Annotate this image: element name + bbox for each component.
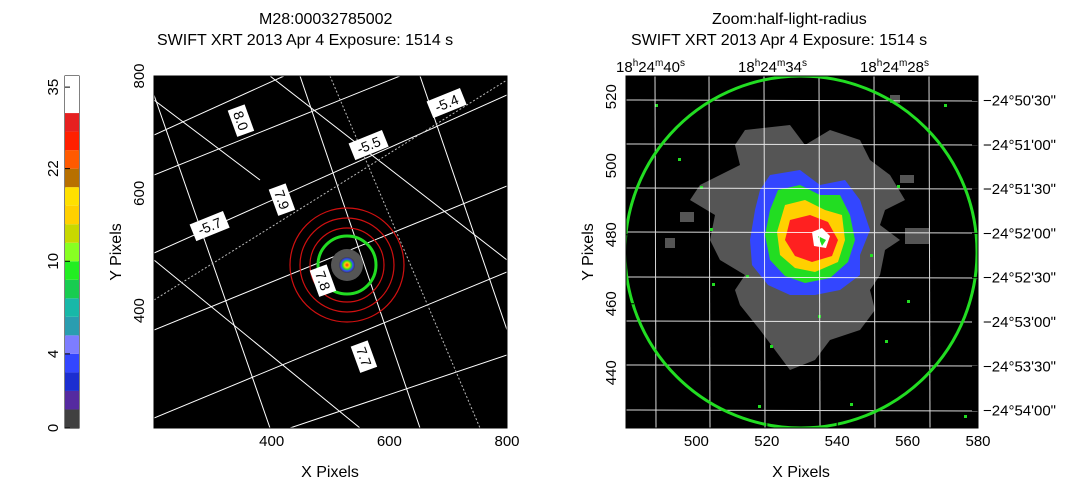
y-tick-label: 520 [603,84,620,109]
ra-seconds: 34 [785,59,802,76]
x-tick-label: 500 [684,433,709,450]
left-green-circle [316,234,378,296]
grid-label: 8.0 [230,109,252,133]
colorbar: 0 4 10 22 35 [45,75,80,432]
colorbar-cell [65,372,79,391]
left-subtitle: SWIFT XRT 2013 Apr 4 Exposure: 1514 s [157,32,454,49]
colorbar-cell [65,316,79,336]
dec-tick-label: −24°52ʹ30ʺ [983,270,1056,287]
left-x-axis-label: X Pixels [301,464,359,481]
x-tick-label: 520 [754,433,779,450]
y-tick-label: 460 [603,291,620,316]
x-tick-label: 400 [259,433,284,450]
grid-label: 7.9 [271,188,293,212]
colorbar-cell [65,298,79,317]
right-stray-pixels [655,104,967,418]
colorbar-cell [65,224,79,243]
dec-tick-label: −24°53ʹ00ʺ [983,314,1056,331]
right-title: Zoom:half-light-radius [712,11,867,28]
svg-text:18h24m34s: 18h24m34s [738,58,807,76]
ra-hours: 18 [860,59,877,76]
right-dec-labels: −24°50ʹ30ʺ −24°51ʹ00ʺ −24°51ʹ30ʺ −24°52ʹ00ʺ… [972,93,1056,420]
right-y-axis-label: Y Pixels [580,223,597,281]
colorbar-cell [65,353,79,373]
colorbar-cell [65,187,79,206]
left-red-circles [289,207,405,323]
colorbar-cell [65,279,79,299]
right-x-axis-label: X Pixels [772,464,830,481]
svg-text:18h24m40s: 18h24m40s [616,58,685,76]
x-tick-label: 600 [377,433,402,450]
right-ra-labels: 18h24m40s 18h24m34s 18h24m28s [616,58,929,76]
left-image-background [154,76,507,428]
ra-minutes: 24 [760,59,777,76]
x-tick-label: 560 [895,433,920,450]
colorbar-cell [65,168,79,188]
right-plot-frame [625,75,979,429]
right-coordinate-grid [626,76,978,428]
left-plot: -5.4 -5.5 -5.7 8.0 7.9 7.8 7.7 400 600 800… [108,63,520,481]
colorbar-cell [65,409,79,428]
y-tick-label: 400 [131,298,148,323]
left-dotted-grid [154,76,507,428]
colorbar-cell [65,242,79,262]
x-tick-label: 800 [494,433,519,450]
colorbar-label: 0 [45,424,62,432]
svg-text:18h24m28s: 18h24m28s [860,58,929,76]
ra-seconds: 40 [663,59,680,76]
colorbar-cell [65,390,79,410]
grid-label: 7.8 [312,269,334,293]
colorbar-label: 10 [45,253,62,270]
right-axes: 500 520 540 560 580 440 460 480 500 520 [603,84,991,450]
colorbar-cell [65,205,79,225]
grid-label: 7.7 [353,345,375,369]
ra-hours: 18 [616,59,633,76]
left-axes: 400 600 800 400 600 800 [131,63,520,450]
ra-minutes: 24 [638,59,655,76]
y-tick-label: 480 [603,222,620,247]
dec-tick-label: −24°53ʹ30ʺ [983,358,1056,375]
dec-tick-label: −24°52ʹ00ʺ [983,225,1056,242]
right-green-circle [626,76,978,428]
y-tick-label: 800 [131,63,148,88]
left-y-axis-label: Y Pixels [108,223,125,281]
colorbar-cell [65,261,79,280]
ra-seconds: 28 [907,59,924,76]
ra-minutes: 24 [882,59,899,76]
dec-tick-label: −24°51ʹ30ʺ [983,181,1056,198]
left-title: M28:00032785002 [259,11,393,28]
colorbar-label: 4 [45,350,62,358]
left-plot-frame [153,75,508,429]
colorbar-cell [65,113,79,132]
colorbar-cell [65,76,79,95]
y-tick-label: 440 [603,360,620,385]
y-tick-label: 600 [131,181,148,206]
left-source-core [339,257,355,273]
right-subtitle: SWIFT XRT 2013 Apr 4 Exposure: 1514 s [631,32,928,49]
dec-tick-label: −24°51ʹ00ʺ [983,137,1056,154]
dec-tick-label: −24°54ʹ00ʺ [983,403,1056,420]
colorbar-cell [65,150,79,169]
y-tick-label: 500 [603,153,620,178]
x-tick-label: 540 [825,433,850,450]
ra-hours: 18 [738,59,755,76]
colorbar-label: 35 [45,79,62,96]
colorbar-cell [65,94,79,114]
left-grid-labels: -5.4 -5.5 -5.7 8.0 7.9 7.8 7.7 [189,87,467,373]
colorbar-cell [65,335,79,354]
dec-tick-label: −24°50ʹ30ʺ [983,93,1056,110]
colorbar-cell [65,131,79,151]
colorbar-label: 22 [45,160,62,177]
x-tick-label: 580 [965,433,990,450]
